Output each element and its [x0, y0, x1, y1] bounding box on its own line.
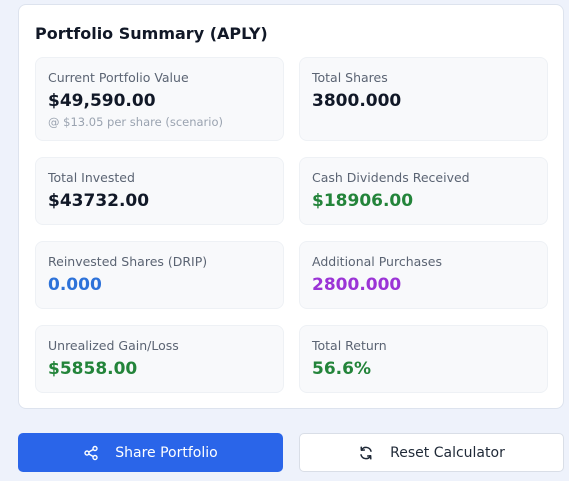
- tile-label: Unrealized Gain/Loss: [48, 338, 179, 353]
- portfolio-summary-title: Portfolio Summary (APLY): [35, 24, 268, 43]
- tile-label: Total Invested: [48, 170, 135, 185]
- additional-purchases-value: 2800.000: [312, 275, 402, 295]
- portfolio-summary-card: Portfolio Summary (APLY) Current Portfol…: [18, 4, 564, 409]
- reset-calculator-label: Reset Calculator: [390, 444, 505, 461]
- tile-total-shares: Total Shares 3800.000: [299, 57, 548, 141]
- tile-label: Current Portfolio Value: [48, 70, 189, 85]
- tile-label: Additional Purchases: [312, 254, 442, 269]
- refresh-icon: [358, 445, 374, 461]
- cash-dividends-value: $18906.00: [312, 191, 414, 211]
- tile-additional-purchases: Additional Purchases 2800.000: [299, 241, 548, 309]
- total-shares-value: 3800.000: [312, 91, 402, 111]
- tile-label: Cash Dividends Received: [312, 170, 470, 185]
- share-portfolio-label: Share Portfolio: [115, 444, 218, 461]
- unrealized-gain-loss-value: $5858.00: [48, 359, 138, 379]
- share-icon: [83, 445, 99, 461]
- price-per-share-note: @ $13.05 per share (scenario): [48, 115, 223, 129]
- share-portfolio-button[interactable]: Share Portfolio: [18, 433, 283, 472]
- reset-calculator-button[interactable]: Reset Calculator: [299, 433, 564, 472]
- tile-reinvested-shares: Reinvested Shares (DRIP) 0.000: [35, 241, 284, 309]
- tile-label: Total Return: [312, 338, 387, 353]
- current-portfolio-value: $49,590.00: [48, 91, 156, 111]
- total-return-value: 56.6%: [312, 359, 371, 379]
- tile-label: Reinvested Shares (DRIP): [48, 254, 208, 269]
- reinvested-shares-value: 0.000: [48, 275, 102, 295]
- tile-label: Total Shares: [312, 70, 388, 85]
- tile-current-portfolio-value: Current Portfolio Value $49,590.00 @ $13…: [35, 57, 284, 141]
- tile-total-return: Total Return 56.6%: [299, 325, 548, 393]
- tile-cash-dividends: Cash Dividends Received $18906.00: [299, 157, 548, 225]
- tile-total-invested: Total Invested $43732.00: [35, 157, 284, 225]
- tile-unrealized-gain-loss: Unrealized Gain/Loss $5858.00: [35, 325, 284, 393]
- total-invested-value: $43732.00: [48, 191, 150, 211]
